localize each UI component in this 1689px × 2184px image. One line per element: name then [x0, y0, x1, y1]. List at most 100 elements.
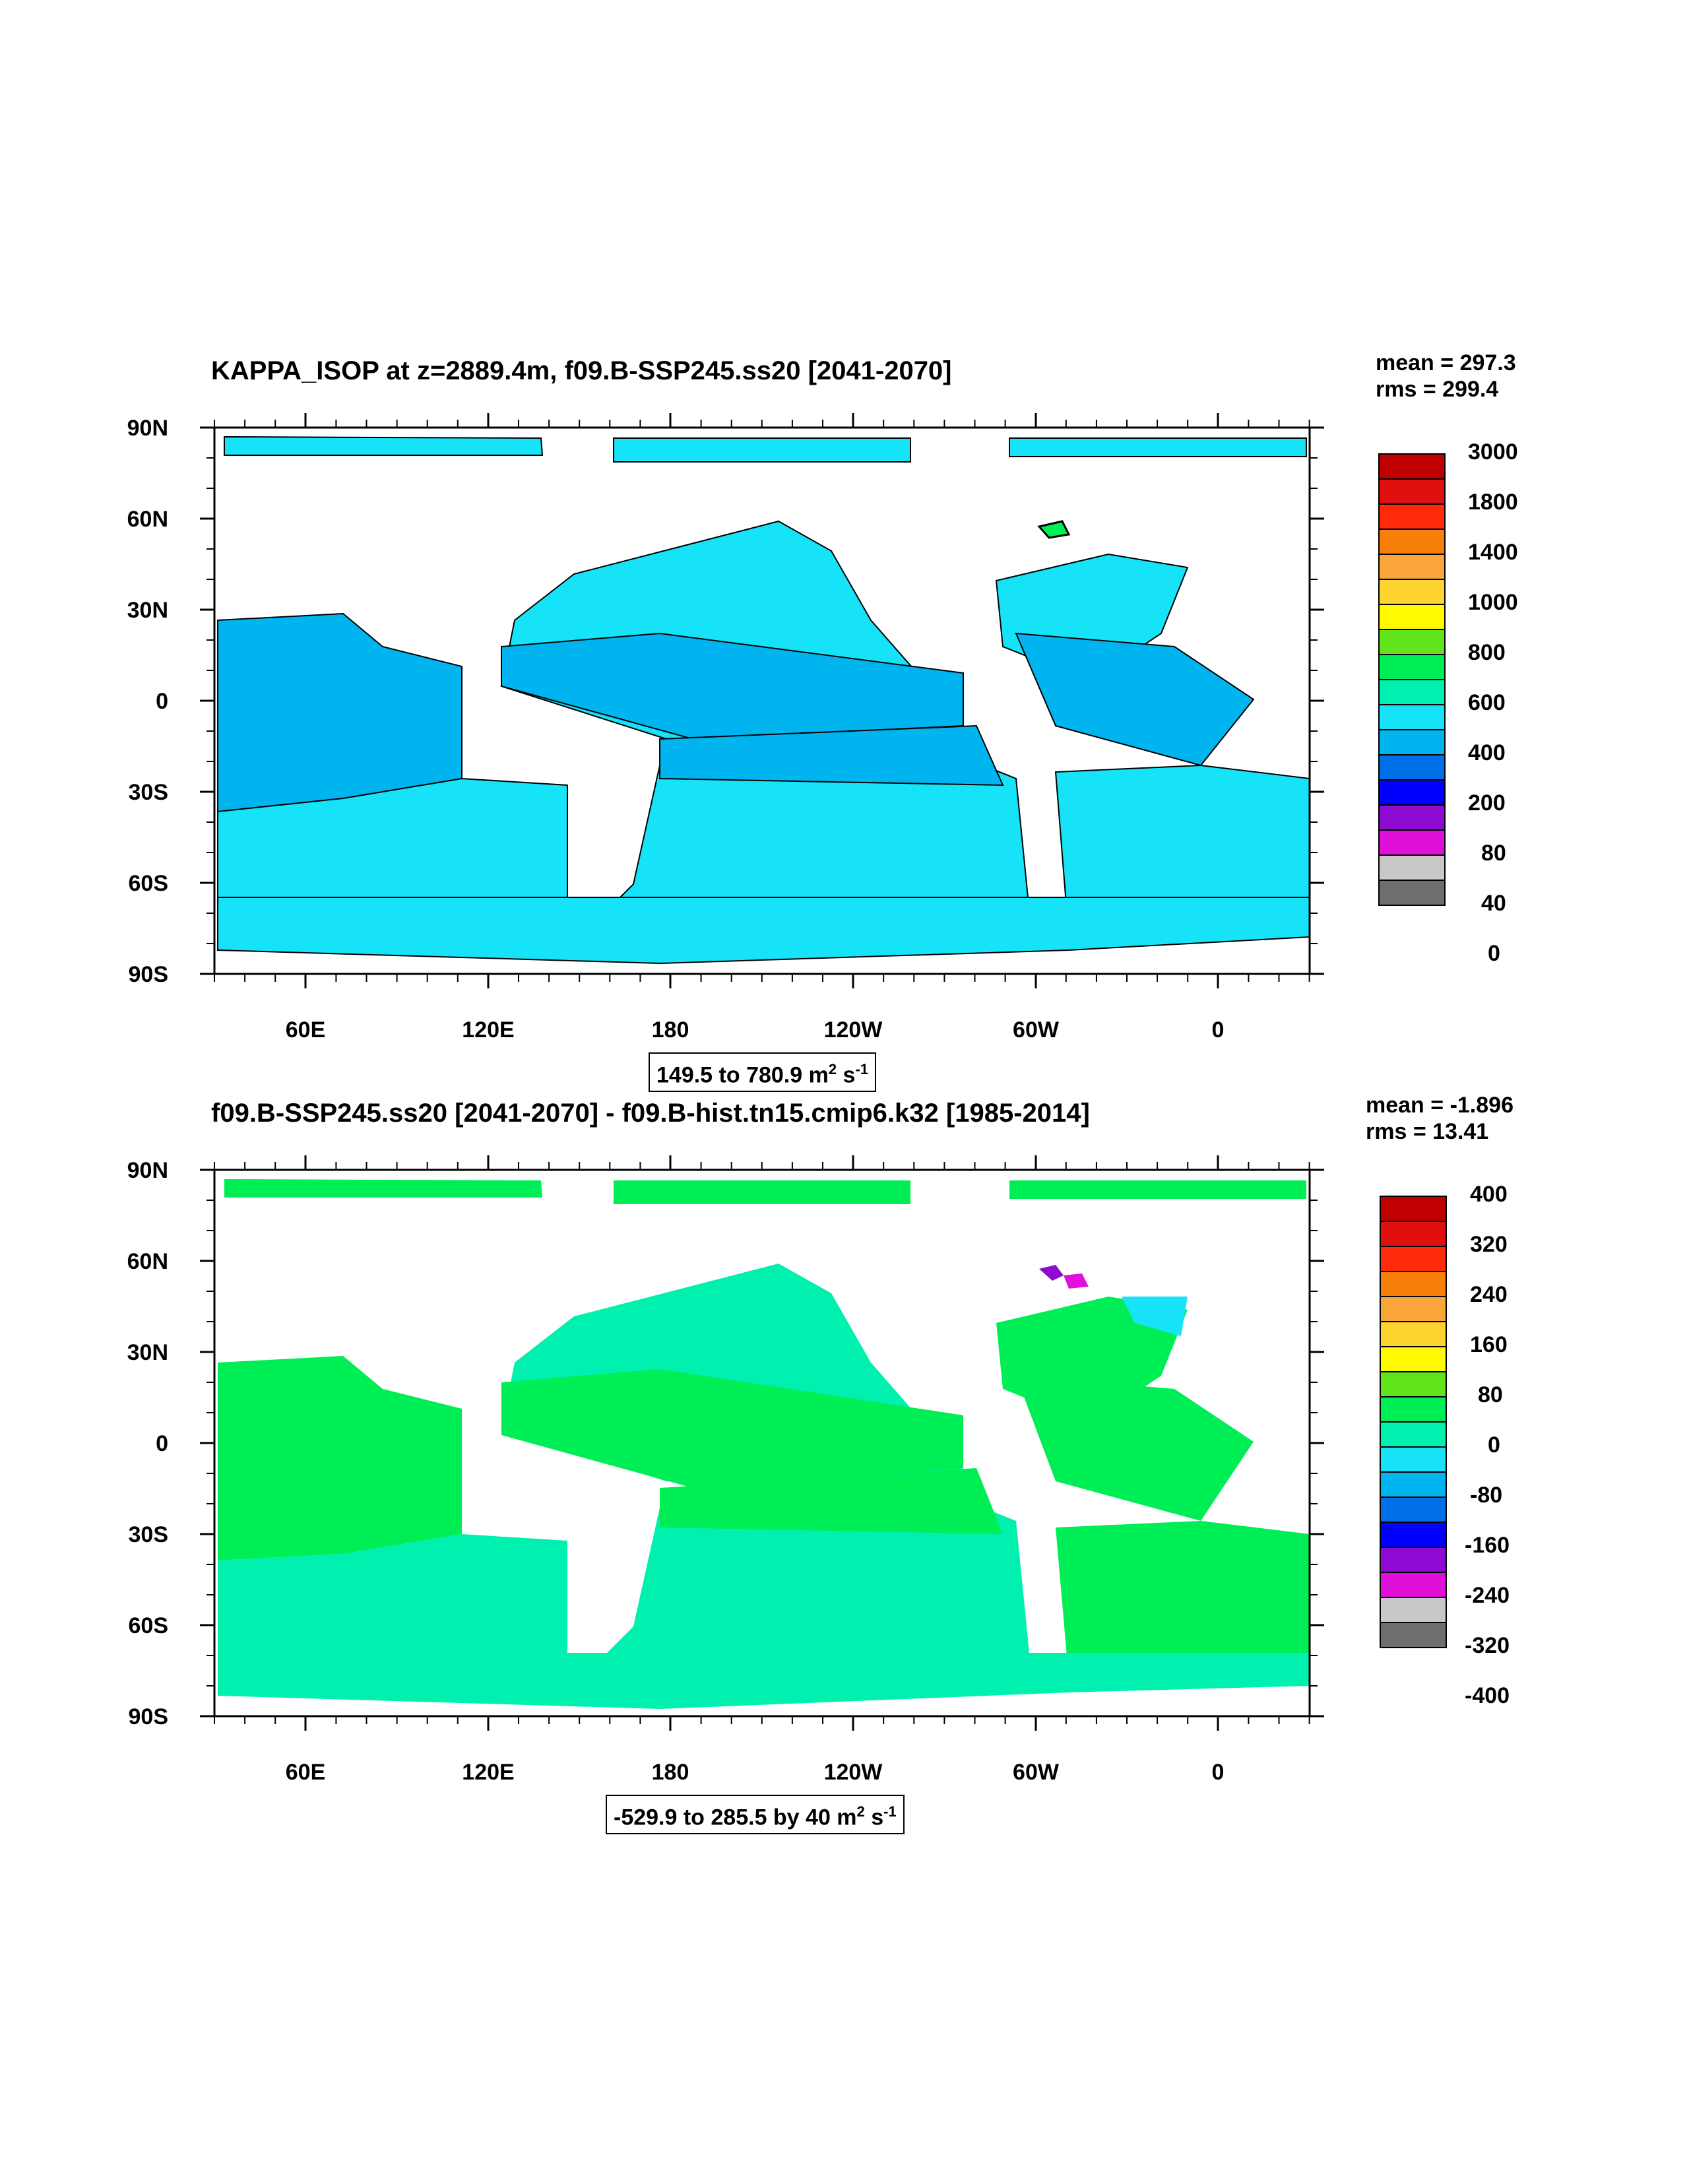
lon-label: 180: [652, 1017, 689, 1043]
bottom-range-sup2: -1: [883, 1803, 897, 1820]
lon-label: 180: [652, 1760, 689, 1785]
lon-label: 60E: [286, 1760, 326, 1785]
lat-label: 90N: [127, 1158, 168, 1183]
colorbar-label: 160: [1470, 1332, 1508, 1357]
equatorial-pacific: [660, 1468, 1003, 1534]
colorbar-swatch: [1378, 503, 1446, 530]
bottom-mean-value: mean = -1.896: [1366, 1093, 1514, 1118]
colorbar-swatch: [1380, 1496, 1447, 1523]
colorbar-label: 1800: [1468, 490, 1518, 515]
colorbar-swatch: [1380, 1346, 1447, 1372]
colorbar-label: 1400: [1468, 540, 1518, 565]
bottom-map-title: f09.B-SSP245.ss20 [2041-2070] - f09.B-hi…: [211, 1099, 1090, 1128]
colorbar-swatch: [1380, 1321, 1447, 1347]
lon-label: 60W: [1013, 1017, 1060, 1043]
south-atlantic: [1056, 1521, 1310, 1679]
colorbar-swatch: [1378, 579, 1446, 605]
southern-ocean: [218, 1653, 1310, 1709]
colorbar-swatch: [1378, 679, 1446, 705]
colorbar-label: 3000: [1468, 439, 1518, 465]
arctic-ocean: [1009, 1180, 1306, 1199]
colorbar-label: 200: [1468, 790, 1506, 816]
top-range-mid: s: [837, 1062, 856, 1088]
bottom-axis-ticks: [200, 1155, 1324, 1731]
labrador-anomaly: [1039, 1265, 1064, 1281]
colorbar-swatch: [1378, 729, 1446, 755]
lat-label: 90S: [129, 1704, 169, 1729]
labrador-sea: [1037, 520, 1071, 539]
arctic-ocean: [1009, 437, 1307, 457]
lat-label: 0: [156, 689, 168, 714]
bottom-ocean-field: [218, 1179, 1310, 1709]
colorbar-swatch: [1380, 1196, 1447, 1222]
lat-label: 0: [156, 1431, 168, 1456]
colorbar-label: 80: [1481, 841, 1506, 866]
top-axis-ticks: [200, 413, 1324, 988]
top-range-box: 149.5 to 780.9 m2 s-1: [649, 1052, 876, 1093]
bottom-range-mid: s: [864, 1805, 884, 1830]
lon-label: 120E: [462, 1760, 514, 1785]
arctic-ocean: [613, 437, 911, 463]
colorbar-swatch: [1378, 754, 1446, 781]
top-map-stats: mean = 297.3 rms = 299.4: [1376, 350, 1516, 402]
lon-label: 120W: [824, 1017, 883, 1043]
arctic-ocean: [614, 1180, 910, 1204]
colorbar-swatch: [1378, 478, 1446, 505]
colorbar-swatch: [1380, 1446, 1447, 1473]
colorbar-label: 0: [1488, 1432, 1500, 1458]
colorbar-swatch: [1380, 1271, 1447, 1297]
colorbar-swatch: [1380, 1622, 1447, 1648]
lat-label: 90S: [129, 962, 169, 987]
bottom-map-frame: [213, 1169, 1311, 1718]
colorbar-label: 600: [1468, 690, 1506, 715]
colorbar-swatch: [1378, 604, 1446, 630]
bottom-colorbar-labels: 400 320 240 160 80 0 -80 -160 -240 -320 …: [1465, 1182, 1510, 1708]
lon-label: 0: [1212, 1017, 1225, 1043]
colorbar-swatch: [1380, 1597, 1447, 1623]
bottom-map-panel: f09.B-SSP245.ss20 [2041-2070] - f09.B-hi…: [0, 1093, 1689, 1838]
southern-indian: [218, 1534, 567, 1666]
bottom-range-text: -529.9 to 285.5 by 40 m: [614, 1805, 857, 1830]
colorbar-label: 1000: [1468, 590, 1518, 615]
colorbar-swatch: [1378, 554, 1446, 580]
colorbar-swatch: [1378, 453, 1446, 480]
indian-ocean: [218, 1356, 462, 1560]
top-lon-labels: 60E 120E 180 120W 60W 0: [286, 1017, 1225, 1043]
bottom-map-stats: mean = -1.896 rms = 13.41: [1366, 1092, 1514, 1145]
tropical-pacific: [501, 1369, 963, 1488]
colorbar-label: -240: [1465, 1583, 1510, 1608]
bottom-lat-labels: 90N 60N 30N 0 30S 60S 90S: [127, 1158, 168, 1729]
lon-label: 120W: [824, 1760, 883, 1785]
top-mean-value: mean = 297.3: [1376, 350, 1516, 375]
top-rms-value: rms = 299.4: [1376, 377, 1499, 402]
colorbar-label: 800: [1468, 640, 1506, 665]
colorbar-swatch: [1380, 1371, 1447, 1397]
colorbar-label: -400: [1465, 1683, 1510, 1708]
top-range-sup1: 2: [828, 1061, 837, 1077]
colorbar-swatch: [1378, 779, 1446, 806]
colorbar-swatch: [1380, 1522, 1447, 1548]
colorbar-swatch: [1378, 654, 1446, 680]
colorbar-swatch: [1380, 1547, 1447, 1573]
lat-label: 60S: [129, 871, 169, 896]
south-pacific: [567, 1508, 1029, 1692]
colorbar-label: 0: [1488, 941, 1500, 966]
colorbar-label: 400: [1470, 1182, 1508, 1207]
colorbar-label: 400: [1468, 740, 1506, 765]
colorbar-swatch: [1380, 1221, 1447, 1247]
lon-label: 0: [1212, 1760, 1225, 1785]
top-range-sup2: -1: [855, 1061, 868, 1077]
colorbar-label: 320: [1470, 1232, 1508, 1257]
lon-label: 120E: [462, 1017, 514, 1043]
colorbar-swatch: [1378, 704, 1446, 730]
colorbar-swatch: [1380, 1296, 1447, 1322]
colorbar-swatch: [1378, 629, 1446, 655]
bottom-map-plot: 90N 60N 30N 0 30S 60S 90S 60E 120E 180 1…: [127, 1155, 1510, 1785]
equatorial-pacific: [659, 724, 1004, 787]
colorbar-label: -80: [1470, 1483, 1502, 1508]
lon-label: 60E: [286, 1017, 326, 1043]
top-ocean-field: [217, 435, 1310, 965]
lat-label: 60S: [129, 1613, 169, 1638]
top-lat-labels: 90N 60N 30N 0 30S 60S 90S: [127, 416, 168, 987]
colorbar-swatch: [1378, 854, 1446, 881]
